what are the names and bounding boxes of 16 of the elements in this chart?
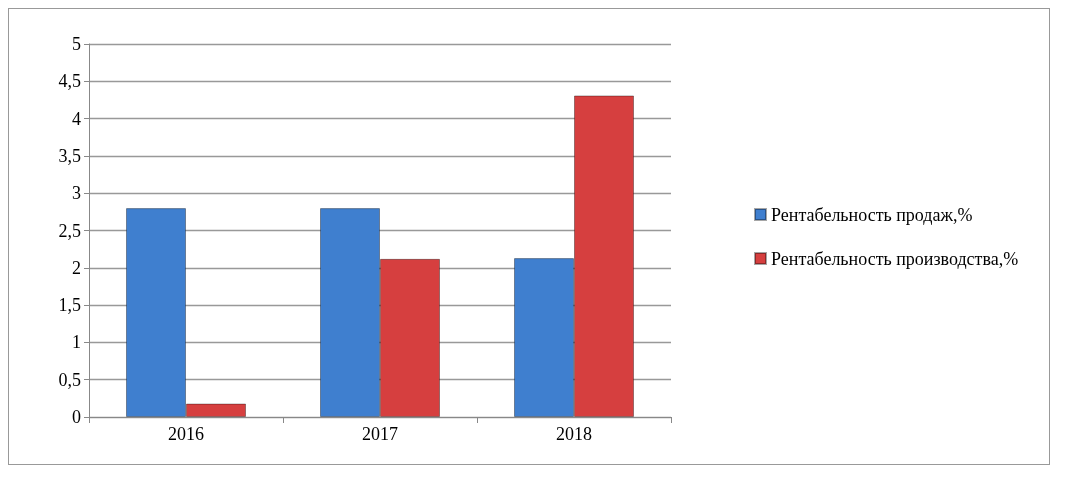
x-tick-label: 2018: [556, 424, 592, 444]
y-tick-label: 1,5: [58, 295, 81, 316]
x-tick-label: 2017: [362, 424, 398, 444]
y-tick-label: 5: [72, 34, 81, 54]
legend-label: Рентабельность производства,%: [771, 248, 1019, 269]
y-tick-label: 0: [72, 407, 81, 427]
y-tick-label: 0,5: [58, 369, 81, 390]
y-tick-label: 2: [72, 257, 81, 278]
y-tick-label: 4,5: [58, 71, 81, 92]
y-tick-label: 4: [72, 108, 81, 129]
y-tick-label: 3: [72, 183, 81, 204]
y-tick-label: 1: [72, 332, 81, 353]
y-tick-label: 2,5: [58, 220, 81, 241]
x-tick-label: 2016: [168, 424, 204, 444]
legend-label: Рентабельность продаж,%: [771, 204, 973, 225]
y-tick-label: 3,5: [58, 145, 81, 166]
